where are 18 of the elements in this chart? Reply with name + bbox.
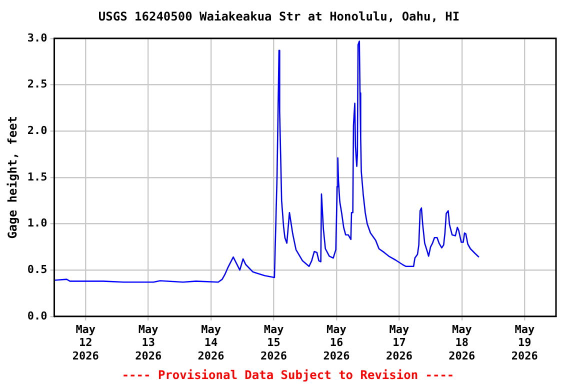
y-tick-label: 0.5	[27, 262, 48, 276]
x-tick-label: May 17 2026	[386, 322, 413, 362]
y-tick-label: 2.5	[27, 78, 48, 91]
x-tick-label: May 13 2026	[135, 322, 162, 362]
x-tick-label: May 15 2026	[260, 322, 288, 362]
y-tick-label: 1.0	[27, 216, 48, 230]
x-tick-label: May 14 2026	[198, 322, 225, 362]
y-tick-label: 1.5	[27, 170, 48, 184]
text: ---- Provisional Data Subject to Revision ----	[122, 368, 454, 382]
chart-title: USGS 16240500 Waiakeakua Str at Honolulu, Oahu, HI	[98, 9, 460, 24]
y-axis-title: Gage height, feet	[5, 116, 20, 239]
x-tick-label: May 19 2026	[511, 322, 538, 362]
x-tick-label: May 16 2026	[323, 322, 350, 362]
x-tick-label: May 18 2026	[448, 322, 476, 362]
y-tick-label: 3.0	[27, 31, 48, 44]
y-tick-label: 2.0	[27, 124, 48, 137]
x-tick-label: May 12 2026	[72, 322, 100, 362]
y-tick-label: 0.0	[27, 309, 48, 322]
